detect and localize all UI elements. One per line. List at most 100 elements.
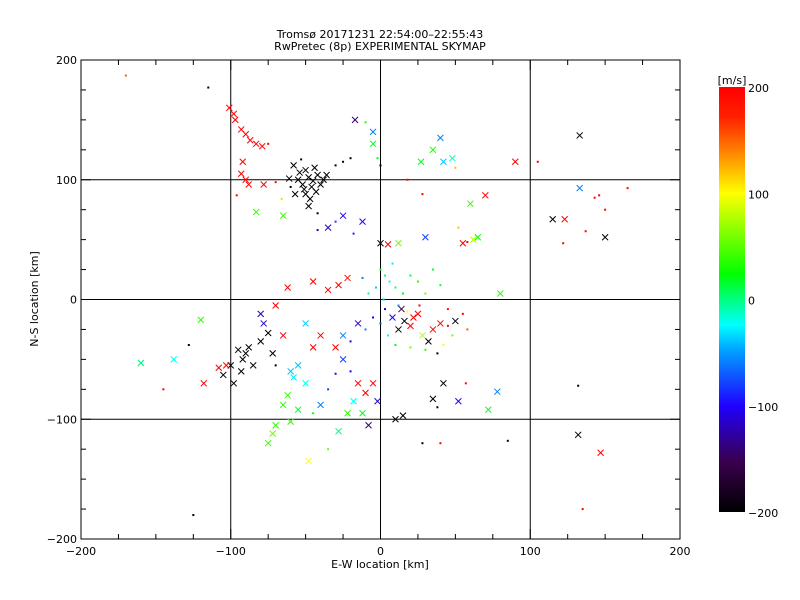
dot-marker xyxy=(349,340,352,343)
cross-marker xyxy=(429,326,437,333)
dot-marker xyxy=(352,232,355,235)
cross-marker xyxy=(279,332,287,339)
cross-stroke xyxy=(314,171,321,179)
cross-marker xyxy=(264,439,272,447)
cross-stroke xyxy=(200,379,208,387)
dot-marker xyxy=(334,164,337,167)
cross-stroke xyxy=(252,140,260,148)
cross-marker xyxy=(200,379,208,387)
cross-stroke xyxy=(354,379,362,387)
dot-marker xyxy=(274,364,277,367)
cross-stroke xyxy=(496,290,504,297)
cross-stroke xyxy=(215,364,223,372)
cross-stroke xyxy=(395,326,402,333)
dot-marker xyxy=(401,292,404,295)
cross-marker xyxy=(258,142,266,150)
cross-stroke xyxy=(354,320,362,327)
dot-marker xyxy=(361,276,364,279)
cross-stroke xyxy=(284,284,292,291)
dot-marker xyxy=(235,194,238,197)
cross-marker xyxy=(291,190,299,198)
dot-marker xyxy=(342,160,345,163)
cross-stroke xyxy=(344,274,351,282)
cross-stroke xyxy=(311,164,318,172)
dot-marker xyxy=(316,229,319,232)
cross-stroke xyxy=(257,310,265,318)
cross-stroke xyxy=(493,388,501,396)
cross-marker xyxy=(419,332,426,339)
cross-marker xyxy=(429,395,437,403)
dot-marker xyxy=(457,226,460,229)
cross-marker xyxy=(339,356,347,363)
cross-stroke xyxy=(474,233,482,241)
cross-marker xyxy=(287,367,295,375)
y-axis-label: N-S location [km] xyxy=(28,251,41,347)
cross-stroke xyxy=(300,185,308,193)
cross-stroke xyxy=(324,286,332,294)
cross-marker xyxy=(484,406,492,414)
cross-marker xyxy=(440,158,447,166)
colorbar-tick-label: 100 xyxy=(748,188,769,201)
cross-marker xyxy=(422,233,429,241)
cross-stroke xyxy=(279,212,287,220)
cross-marker xyxy=(339,332,347,339)
dot-marker xyxy=(446,324,449,327)
cross-marker xyxy=(359,409,366,417)
cross-stroke xyxy=(237,170,245,178)
cross-marker xyxy=(302,166,309,174)
dot-marker xyxy=(388,280,391,283)
cross-stroke xyxy=(398,305,405,313)
chart-title: Tromsø 20171231 22:54:00–22:55:43 xyxy=(276,28,484,41)
cross-stroke xyxy=(299,181,306,188)
cross-marker xyxy=(561,215,569,223)
cross-stroke xyxy=(597,449,604,457)
cross-marker xyxy=(257,338,265,345)
dot-marker xyxy=(598,194,601,197)
cross-marker xyxy=(335,281,342,289)
cross-marker xyxy=(374,397,381,405)
dot-marker xyxy=(406,178,409,181)
cross-stroke xyxy=(449,154,456,162)
cross-stroke xyxy=(317,332,324,339)
cross-stroke xyxy=(459,239,467,247)
cross-stroke xyxy=(302,190,309,198)
dot-marker xyxy=(289,185,292,188)
dot-marker xyxy=(461,312,464,315)
cross-marker xyxy=(401,317,408,325)
dot-marker xyxy=(454,166,457,169)
cross-stroke xyxy=(410,314,417,321)
cross-marker xyxy=(320,176,327,184)
x-tick-label: −100 xyxy=(216,545,246,558)
cross-stroke xyxy=(339,332,347,339)
dot-marker xyxy=(577,384,580,387)
dot-marker xyxy=(162,388,165,391)
cross-stroke xyxy=(484,406,492,414)
cross-stroke xyxy=(365,421,372,429)
cross-stroke xyxy=(339,356,347,363)
dot-marker xyxy=(364,121,367,124)
cross-marker xyxy=(417,158,425,166)
cross-marker xyxy=(239,158,247,166)
cross-stroke xyxy=(419,332,426,339)
colorbar-label: [m/s] xyxy=(718,74,747,87)
dot-marker xyxy=(372,316,375,319)
cross-marker xyxy=(410,314,417,321)
cross-stroke xyxy=(258,142,266,150)
colorbar-ticks: 200 100 0 −100 −200 xyxy=(748,82,778,520)
cross-stroke xyxy=(296,169,303,176)
cross-marker xyxy=(137,359,145,367)
cross-marker xyxy=(392,415,399,423)
dot-marker xyxy=(316,212,319,215)
cross-stroke xyxy=(323,171,330,179)
cross-marker xyxy=(284,391,292,399)
cross-stroke xyxy=(308,183,315,191)
cross-marker xyxy=(230,379,238,387)
cross-marker xyxy=(215,364,223,372)
cross-stroke xyxy=(197,316,205,324)
cross-stroke xyxy=(417,158,425,166)
cross-stroke xyxy=(422,233,429,241)
cross-marker xyxy=(309,344,317,351)
cross-marker xyxy=(601,233,609,241)
cross-marker xyxy=(269,430,277,437)
